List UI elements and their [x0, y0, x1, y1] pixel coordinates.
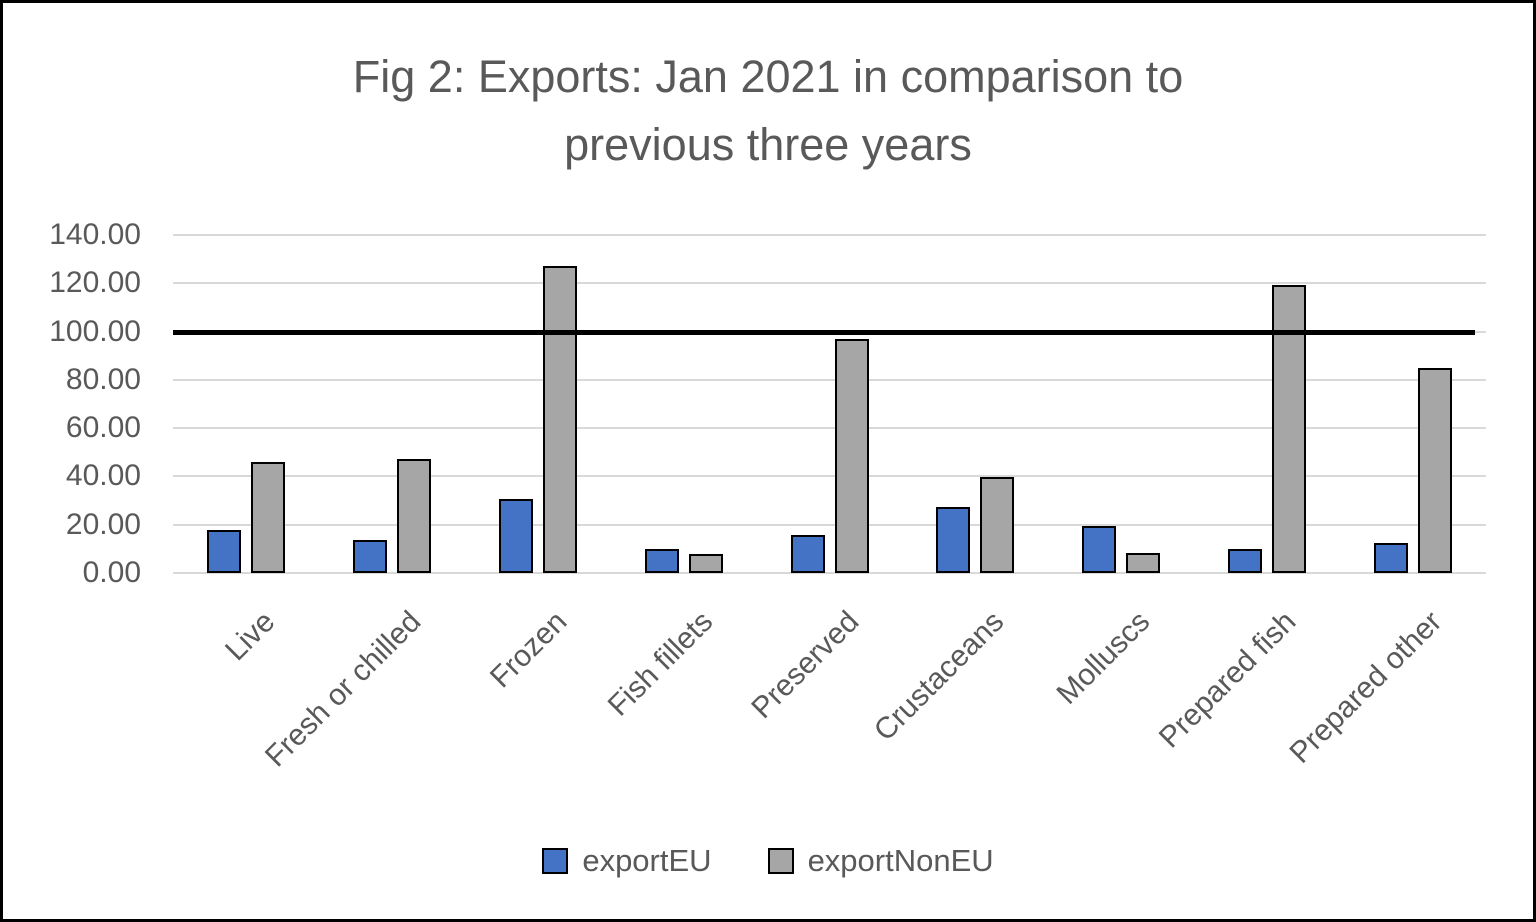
gridline-80 — [173, 378, 1486, 381]
legend: exportEU exportNonEU — [3, 843, 1533, 879]
legend-item-exportNonEU: exportNonEU — [767, 843, 994, 879]
bar-exportNonEU-fish-fillets — [688, 554, 723, 573]
bar-exportEU-molluscs — [1082, 526, 1117, 573]
legend-swatch-exportNonEU — [767, 848, 794, 874]
gridline-40 — [173, 475, 1486, 478]
y-tick-label: 20.00 — [65, 507, 141, 541]
bar-exportEU-prepared-other — [1374, 543, 1409, 573]
bar-exportNonEU-prepared-other — [1418, 368, 1453, 573]
bar-exportNonEU-crustaceans — [980, 476, 1015, 573]
x-tick-label-fresh-or-chilled: Fresh or chilled — [258, 605, 428, 774]
y-tick-label: 0.00 — [82, 556, 141, 589]
legend-label-exportNonEU: exportNonEU — [807, 843, 994, 878]
bar-exportEU-frozen — [498, 498, 533, 573]
bar-exportEU-prepared-fish — [1228, 549, 1263, 573]
legend-swatch-exportEU — [542, 848, 569, 874]
bar-exportNonEU-frozen — [542, 265, 577, 573]
bar-exportEU-fresh-or-chilled — [352, 539, 387, 573]
x-tick-label-frozen: Frozen — [483, 605, 574, 695]
x-tick-label-molluscs: Molluscs — [1050, 605, 1157, 711]
reference-line-100 — [173, 329, 1475, 335]
bar-exportNonEU-prepared-fish — [1272, 284, 1307, 573]
bar-exportNonEU-fresh-or-chilled — [396, 458, 431, 573]
x-tick-label-prepared-other: Prepared other — [1283, 605, 1449, 770]
y-tick-label: 100.00 — [49, 314, 141, 348]
bar-exportNonEU-preserved — [834, 339, 869, 573]
legend-item-exportEU: exportEU — [542, 843, 712, 879]
x-tick-label-fish-fillets: Fish fillets — [601, 605, 719, 723]
chart-title: Fig 2: Exports: Jan 2021 in comparison t… — [352, 51, 1184, 170]
y-tick-label: 60.00 — [65, 411, 141, 445]
x-tick-label-live: Live — [219, 605, 282, 668]
y-tick-label: 120.00 — [49, 266, 141, 300]
gridline-0 — [173, 572, 1486, 574]
gridline-60 — [173, 427, 1486, 430]
bar-exportEU-live — [206, 529, 241, 573]
bar-exportEU-fish-fillets — [644, 549, 679, 573]
bar-exportEU-crustaceans — [936, 507, 971, 573]
gridline-120 — [173, 282, 1486, 285]
x-tick-label-preserved: Preserved — [744, 605, 865, 726]
y-tick-label: 140.00 — [49, 218, 141, 251]
bar-exportNonEU-live — [250, 462, 285, 573]
y-tick-label: 40.00 — [65, 459, 141, 493]
x-tick-label-crustaceans: Crustaceans — [868, 605, 1011, 748]
plot-area — [173, 234, 1486, 574]
gridline-20 — [173, 523, 1486, 526]
bar-exportNonEU-molluscs — [1126, 552, 1161, 573]
bar-exportEU-preserved — [790, 534, 825, 573]
x-tick-label-prepared-fish: Prepared fish — [1152, 605, 1303, 755]
legend-label-exportEU: exportEU — [582, 843, 712, 878]
gridline-140 — [173, 234, 1486, 236]
y-tick-label: 80.00 — [65, 362, 141, 396]
